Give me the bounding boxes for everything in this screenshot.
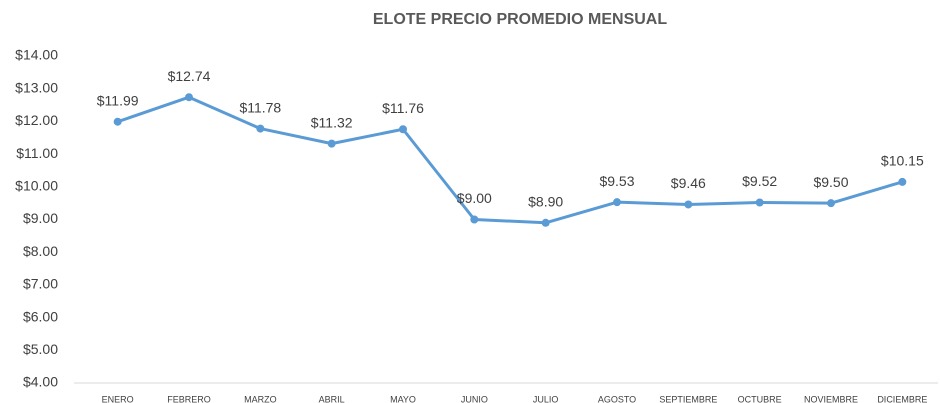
x-tick-label: OCTUBRE — [738, 394, 782, 403]
y-tick-label: $4.00 — [23, 374, 58, 390]
y-tick-label: $11.00 — [16, 145, 58, 161]
point — [827, 199, 835, 208]
y-tick-label: $8.00 — [23, 243, 58, 259]
y-tick-label: $7.00 — [23, 276, 58, 292]
y-tick-label: $6.00 — [23, 308, 58, 324]
line — [117, 95, 903, 225]
y-tick-label: $12.00 — [15, 112, 58, 128]
x-tick-label: FEBRERO — [167, 394, 211, 403]
data-label: $11.99 — [97, 92, 139, 108]
point — [399, 125, 407, 134]
point — [755, 198, 764, 207]
data-label: $9.00 — [457, 190, 492, 206]
x-tick-label: SEPTIEMBRE — [659, 394, 717, 403]
y-tick-label: $14.00 — [15, 47, 58, 63]
x-tick-label: JULIO — [533, 394, 559, 403]
point — [541, 218, 550, 227]
point — [327, 139, 336, 148]
y-tick-label: $13.00 — [15, 79, 58, 95]
x-tick-label: AGOSTO — [598, 394, 636, 403]
point — [613, 198, 621, 207]
data-label: $8.90 — [528, 193, 563, 209]
data-label: $9.50 — [813, 174, 848, 190]
data-label: $9.46 — [671, 175, 706, 191]
x-tick-label: MARZO — [244, 394, 277, 403]
data-label: $9.52 — [742, 173, 777, 189]
y-tick-label: $10.00 — [15, 178, 58, 194]
point — [113, 117, 122, 126]
x-tick-label: ABRIL — [319, 394, 345, 403]
y-tick-label: $5.00 — [23, 341, 58, 357]
data-label: $11.76 — [382, 100, 424, 116]
y-tick-label: $9.00 — [23, 210, 58, 226]
point — [256, 124, 265, 133]
data-label: $12.74 — [168, 68, 211, 84]
chart-title: ELOTE PRECIO PROMEDIO MENSUAL — [373, 11, 667, 28]
data-label: $11.32 — [311, 114, 353, 130]
x-tick-label: NOVIEMBRE — [804, 394, 858, 403]
x-tick-label: ENERO — [102, 394, 134, 403]
point — [898, 177, 907, 186]
point — [470, 215, 479, 224]
point — [684, 200, 693, 209]
point — [185, 93, 193, 102]
x-tick-label: DICIEMBRE — [877, 394, 927, 403]
x-tick-label: MAYO — [390, 394, 416, 403]
data-label: $9.53 — [599, 173, 634, 189]
data-label: $11.78 — [239, 99, 281, 115]
data-label: $10.15 — [881, 153, 924, 169]
x-tick-label: JUNIO — [461, 394, 488, 403]
